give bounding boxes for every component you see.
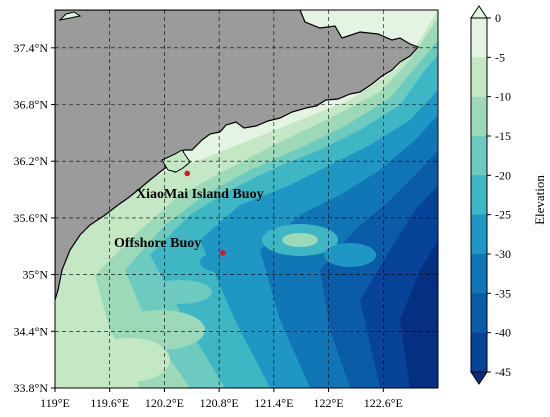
colorbar-tick-label: -45	[495, 365, 511, 379]
y-axis-ticks: 33.8°N 34.4°N 35°N 35.6°N 36.2°N 36.8°N 37.4°N	[14, 41, 55, 395]
y-tick-label: 35.6°N	[14, 211, 49, 225]
colorbar-tick-label: -20	[495, 168, 511, 182]
colorbar-tick-label: -15	[495, 129, 511, 143]
land-mass	[55, 10, 420, 301]
colorbar-segment	[471, 96, 487, 137]
shoal-patch	[148, 280, 212, 304]
colorbar-tick-label: 0	[495, 11, 501, 25]
colorbar-tick-label: -5	[495, 50, 505, 64]
x-tick-label: 120.8°E	[200, 396, 239, 410]
buoy-marker	[184, 170, 191, 177]
buoy-marker	[219, 250, 226, 256]
map-panel	[55, 10, 438, 388]
colorbar-extend-top	[470, 5, 488, 19]
colorbar-extend-bottom	[470, 371, 488, 385]
shoal-patch	[200, 250, 260, 274]
x-axis-ticks: 119°E 119.6°E 120.2°E 120.8°E 121.4°E 122°E 12…	[40, 388, 403, 410]
colorbar-segment	[471, 175, 487, 216]
x-tick-label: 119°E	[40, 396, 70, 410]
sea-band-below-45	[400, 240, 438, 388]
x-tick-label: 119.6°E	[90, 396, 129, 410]
x-tick-label: 120.2°E	[145, 396, 184, 410]
shoal-patch	[324, 243, 376, 267]
map-frame	[54, 9, 439, 389]
buoy-label-xiaomai: XiaoMai Island Buoy	[136, 187, 264, 202]
colorbar-segment	[471, 254, 487, 294]
colorbar-tick-label: -10	[495, 90, 511, 104]
buoy-markers	[184, 170, 226, 256]
colorbar-tick-label: -35	[495, 286, 511, 300]
x-tick-label: 121.4°E	[254, 396, 293, 410]
colorbar-tick-label: -30	[495, 247, 511, 261]
x-tick-label: 122.6°E	[364, 396, 403, 410]
shoal-patch	[282, 233, 318, 247]
colorbar-segment	[471, 293, 487, 334]
shoal-patch	[90, 338, 170, 382]
buoy-label-offshore: Offshore Buoy	[114, 236, 201, 251]
y-tick-label: 34.4°N	[14, 324, 49, 338]
y-tick-label: 36.2°N	[14, 154, 49, 168]
colorbar: 0 -5 -10 -15 -20 -25 -30 -35 -40 -45	[470, 5, 511, 385]
colorbar-frame	[470, 17, 488, 373]
y-tick-label: 33.8°N	[14, 381, 49, 395]
y-tick-label: 36.8°N	[14, 98, 49, 112]
colorbar-segment	[471, 57, 487, 98]
x-tick-label: 122°E	[314, 396, 344, 410]
y-tick-label: 35°N	[23, 268, 49, 282]
colorbar-tick-label: -25	[495, 208, 511, 222]
colorbar-segment	[471, 214, 487, 255]
grid-lines	[55, 10, 438, 388]
colorbar-segment	[471, 18, 487, 58]
colorbar-segment	[471, 136, 487, 176]
colorbar-label: Elevation	[532, 175, 547, 225]
y-tick-label: 37.4°N	[14, 41, 49, 55]
colorbar-tick-label: -40	[495, 326, 511, 340]
northern-coast-bay	[58, 11, 82, 21]
colorbar-segment	[471, 332, 487, 373]
